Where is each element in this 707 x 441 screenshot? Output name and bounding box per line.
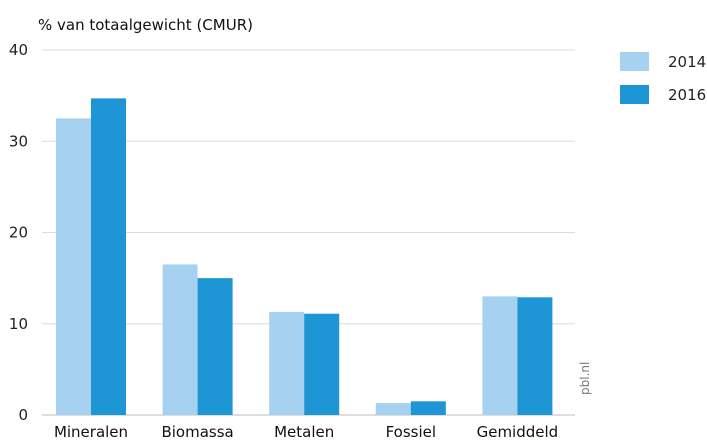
- bar-gemiddeld-2016: [517, 297, 553, 415]
- x-tick-label: Metalen: [274, 423, 334, 441]
- bar-mineralen-2014: [56, 118, 91, 415]
- bar-fossiel-2014: [375, 403, 411, 415]
- legend-swatch-2016: [620, 85, 649, 104]
- bar-metalen-2016: [304, 313, 340, 415]
- bar-biomassa-2014: [162, 264, 198, 415]
- x-tick-label: Biomassa: [161, 423, 233, 441]
- x-tick-label: Gemiddeld: [477, 423, 559, 441]
- legend-label: 2014: [668, 53, 706, 71]
- y-tick-label: 10: [9, 315, 28, 333]
- y-tick-label: 40: [9, 41, 28, 59]
- legend: 2014 2016: [620, 52, 706, 104]
- y-tick-label: 0: [18, 406, 28, 424]
- x-tick-label: Fossiel: [386, 423, 436, 441]
- bar-gemiddeld-2014: [482, 296, 518, 415]
- x-tick-label: Mineralen: [54, 423, 128, 441]
- y-axis-label: % van totaalgewicht (CMUR): [38, 16, 253, 34]
- bar-mineralen-2016: [91, 98, 126, 416]
- legend-label: 2016: [668, 86, 706, 104]
- bar-metalen-2014: [269, 311, 305, 415]
- category-labels: Mineralen Biomassa Metalen Fossiel Gemiddeld: [54, 423, 558, 441]
- source-label: pbl.nl: [578, 362, 592, 395]
- bar-fossiel-2016: [410, 401, 446, 415]
- legend-swatch-2014: [620, 52, 649, 71]
- y-tick-label: 30: [9, 132, 28, 150]
- y-tick-labels: 0 10 20 30 40: [9, 41, 28, 424]
- y-tick-label: 20: [9, 224, 28, 242]
- bars: [56, 98, 553, 416]
- bar-biomassa-2016: [197, 278, 233, 415]
